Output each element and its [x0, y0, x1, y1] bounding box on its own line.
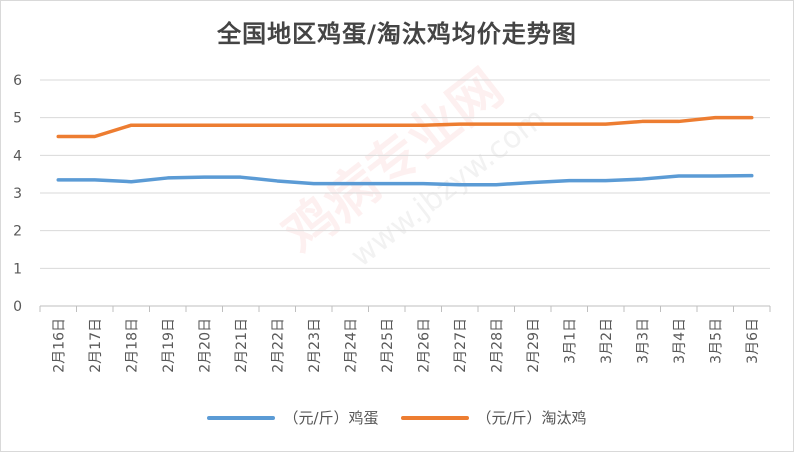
- x-tick-label: 2月24日: [343, 318, 359, 373]
- chart-title: 全国地区鸡蛋/淘汰鸡均价走势图: [217, 20, 577, 48]
- x-tick-label: 2月20日: [197, 318, 213, 373]
- x-tick-label: 2月21日: [234, 318, 250, 373]
- legend-label-culled-hens: （元/斤）淘汰鸡: [476, 409, 587, 427]
- x-tick-label: 3月2日: [599, 318, 615, 364]
- x-tick-label: 2月25日: [380, 318, 396, 373]
- y-tick-label: 6: [13, 73, 22, 89]
- x-tick-label: 3月3日: [635, 318, 651, 364]
- x-tick-label: 2月29日: [526, 318, 542, 373]
- x-tick-label: 3月4日: [672, 318, 688, 364]
- x-tick-label: 3月5日: [708, 318, 724, 364]
- y-tick-label: 0: [13, 299, 22, 315]
- x-tick-label: 2月16日: [51, 318, 67, 373]
- legend-item-culled-hens[interactable]: （元/斤）淘汰鸡: [400, 407, 587, 428]
- y-tick-label: 5: [13, 111, 22, 127]
- legend-label-eggs: （元/斤）鸡蛋: [283, 409, 379, 427]
- x-tick-label: 2月28日: [489, 318, 505, 373]
- series-line-0: [56, 173, 754, 187]
- x-tick-label: 2月19日: [161, 318, 177, 373]
- legend-swatch-eggs: [207, 415, 276, 420]
- x-tick-label: 2月27日: [453, 318, 469, 373]
- legend: （元/斤）鸡蛋 （元/斤）淘汰鸡: [0, 407, 794, 428]
- legend-swatch-culled-hens: [400, 415, 469, 420]
- x-tick-label: 2月26日: [416, 318, 432, 373]
- x-tick-label: 2月17日: [88, 318, 104, 373]
- x-tick-label: 2月22日: [270, 318, 286, 373]
- x-tick-label: 2月18日: [124, 318, 140, 373]
- legend-item-eggs[interactable]: （元/斤）鸡蛋: [207, 407, 379, 428]
- x-tick-label: 3月6日: [745, 318, 761, 364]
- x-tick-label: 3月1日: [562, 318, 578, 364]
- y-tick-label: 2: [13, 224, 22, 240]
- y-tick-label: 1: [13, 261, 22, 277]
- y-tick-label: 3: [13, 186, 22, 202]
- x-tick-label: 2月23日: [307, 318, 323, 373]
- series-line-1: [56, 115, 754, 139]
- y-tick-label: 4: [13, 148, 22, 164]
